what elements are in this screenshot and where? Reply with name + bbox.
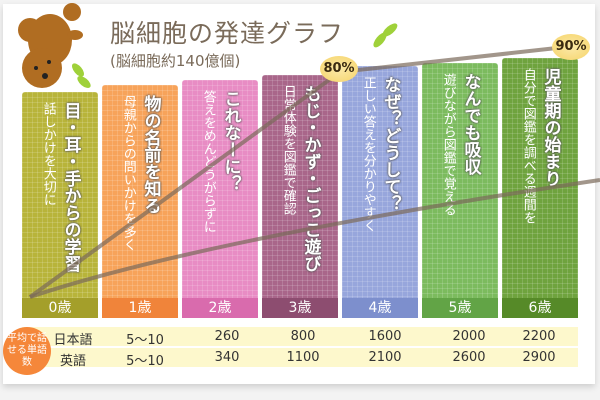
column-advice: 遊びながら図鑑で覚える <box>440 73 456 216</box>
column-advice: 正しい答えを分かりやすく <box>360 76 376 232</box>
cell: 340 <box>214 350 240 365</box>
cell: 5〜10 <box>126 354 164 369</box>
age-column: 物の名前を知る 母親からの問いかけを多く 1歳 <box>102 85 178 318</box>
cell: 1100 <box>286 350 320 365</box>
secondary-growth-line <box>29 178 600 299</box>
age-label: 0歳 <box>22 298 98 318</box>
column-advice: 話しかけを大切に <box>40 102 56 206</box>
age-column: なぜ？どうして？ 正しい答えを分かりやすく 4歳 <box>342 66 418 318</box>
cell: 2900 <box>522 350 556 365</box>
cell: 800 <box>290 329 316 344</box>
age-label: 3歳 <box>262 298 338 318</box>
age-column: もじ・かず・ごっこ遊び 日常体験を図鑑で確認 3歳 <box>262 75 338 318</box>
page-title: 脳細胞の発達グラフ <box>110 19 345 48</box>
column-heading: 児童期の始まり <box>540 68 561 187</box>
age-label: 6歳 <box>502 298 578 318</box>
page-subtitle: (脳細胞約140億個) <box>110 52 241 70</box>
brain-development-line <box>28 44 576 299</box>
column-advice: 自分で図鑑を調べる週間を <box>520 68 536 224</box>
row-label: 英語 <box>59 354 86 369</box>
age-label: 5歳 <box>422 298 498 318</box>
average-words-badge: 平均で話せる単語数 <box>3 327 51 375</box>
age-column: これなーに？ 答えをめんどうがらずに 2歳 <box>182 80 258 318</box>
age-column: 目・耳・手からの学習 話しかけを大切に 0歳 <box>22 92 98 318</box>
cell: 2100 <box>368 350 402 365</box>
column-heading: 物の名前を知る <box>140 95 161 214</box>
column-heading: なんでも吸収 <box>460 73 481 175</box>
column-heading: これなーに？ <box>220 90 241 192</box>
table-row-japanese: 日本語 5〜10 260 800 1600 2000 2200 <box>22 327 578 348</box>
age-label: 2歳 <box>182 298 258 318</box>
column-heading: 目・耳・手からの学習 <box>60 102 81 272</box>
row-label: 日本語 <box>53 333 93 348</box>
milestone-90-badge: 90% <box>552 34 590 60</box>
milestone-80-badge: 80% <box>320 56 358 82</box>
bear-mascot-icon <box>18 3 83 88</box>
age-column: なんでも吸収 遊びながら図鑑で覚える 5歳 <box>422 63 498 318</box>
age-label: 1歳 <box>102 298 178 318</box>
column-advice: 母親からの問いかけを多く <box>120 95 136 251</box>
cell: 2200 <box>522 329 556 344</box>
age-label: 4歳 <box>342 298 418 318</box>
column-heading: もじ・かず・ごっこ遊び <box>300 85 321 272</box>
cell: 2600 <box>452 350 486 365</box>
table-row-english: 英語 5〜10 340 1100 2100 2600 2900 <box>22 348 578 369</box>
column-heading: なぜ？どうして？ <box>380 76 401 212</box>
cell: 260 <box>214 329 240 344</box>
age-column: 児童期の始まり 自分で図鑑を調べる週間を 6歳 <box>502 58 578 318</box>
cell: 2000 <box>452 329 486 344</box>
column-advice: 答えをめんどうがらずに <box>200 90 216 233</box>
cell: 5〜10 <box>126 333 164 348</box>
column-advice: 日常体験を図鑑で確認 <box>280 85 296 215</box>
cell: 1600 <box>368 329 402 344</box>
